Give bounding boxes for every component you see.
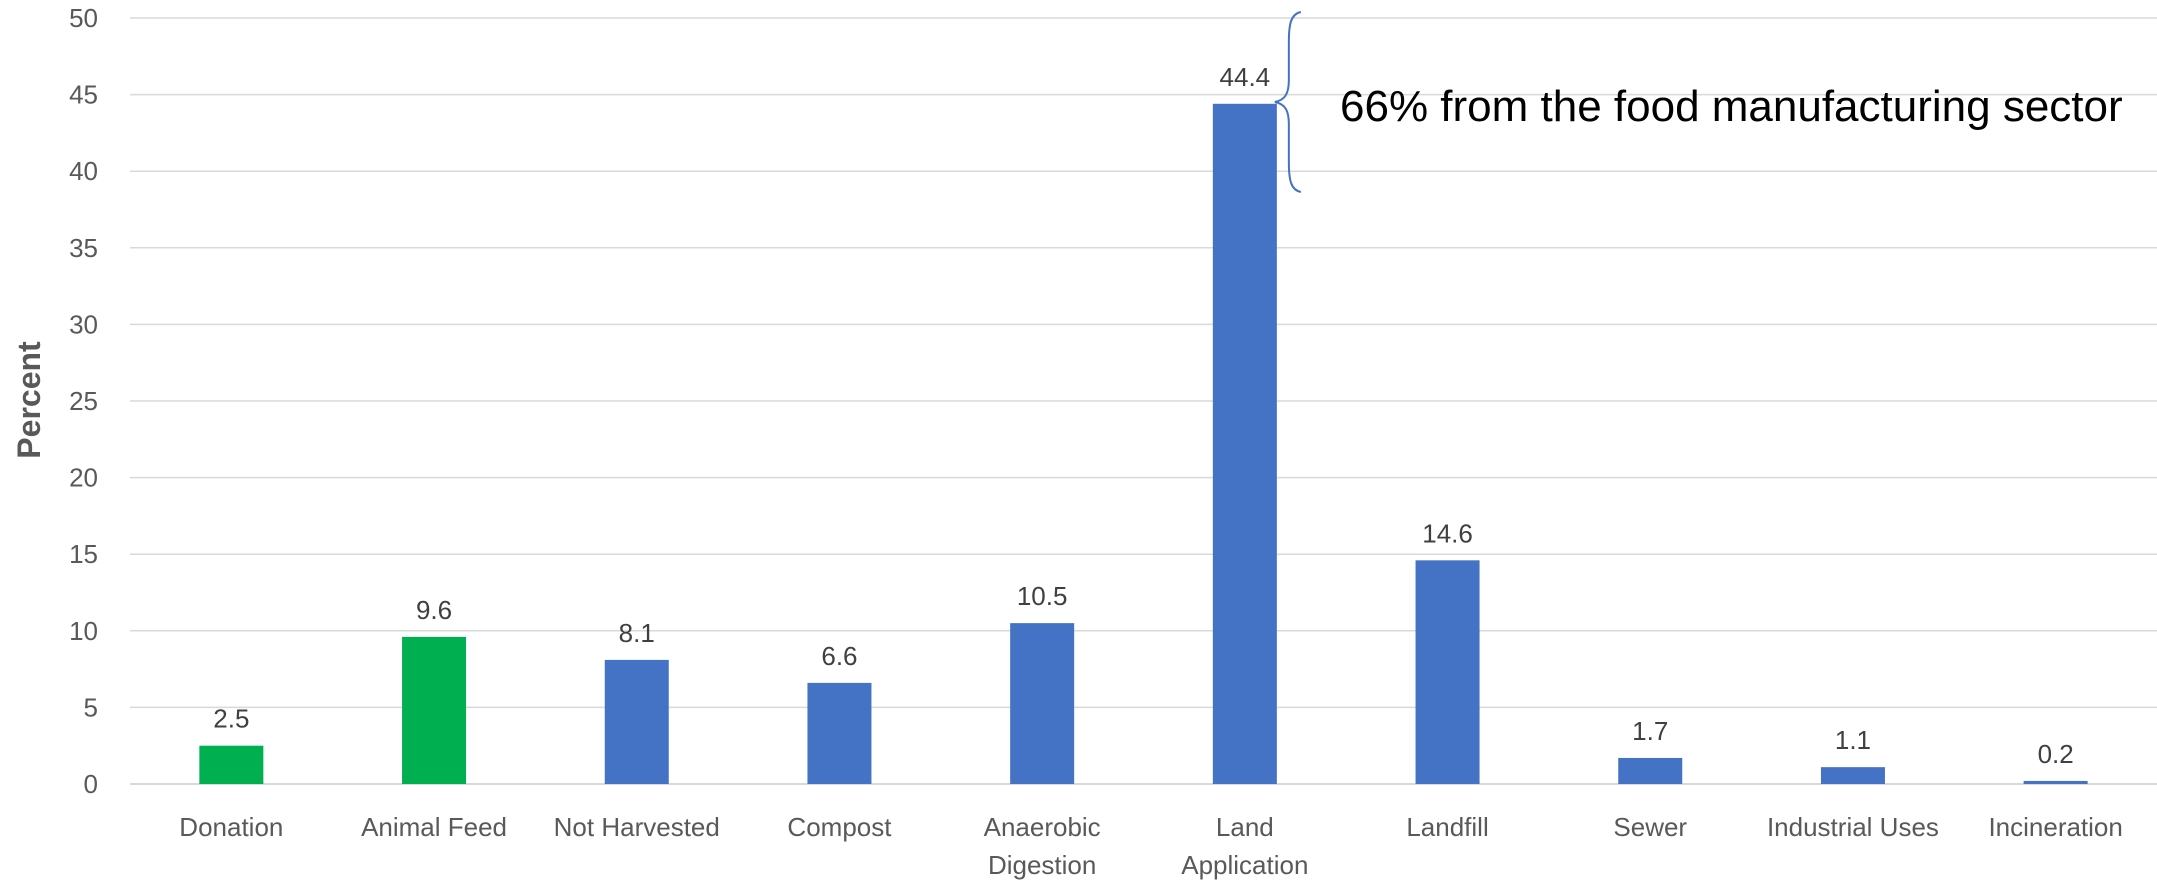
- bars: [199, 103, 2088, 785]
- y-tick-label: 5: [84, 692, 98, 722]
- bar: [402, 636, 467, 784]
- category-label: Not Harvested: [554, 812, 720, 842]
- bar: [2023, 780, 2088, 784]
- data-label: 0.2: [2038, 739, 2074, 769]
- category-label: Landfill: [1406, 812, 1488, 842]
- category-label: Land: [1216, 812, 1274, 842]
- bar: [1618, 757, 1683, 784]
- bar: [199, 745, 264, 784]
- y-axis-label: Percent: [11, 341, 47, 459]
- category-label: Compost: [787, 812, 892, 842]
- category-label: Animal Feed: [361, 812, 507, 842]
- gridlines: [130, 17, 2157, 785]
- y-tick-label: 50: [69, 3, 98, 33]
- data-label: 6.6: [821, 641, 857, 671]
- y-tick-label: 45: [69, 80, 98, 110]
- data-label: 44.4: [1220, 62, 1271, 92]
- bar: [1415, 560, 1480, 784]
- bar: [1820, 767, 1885, 784]
- y-tick-label: 25: [69, 386, 98, 416]
- y-tick-label: 0: [84, 769, 98, 799]
- bar: [807, 682, 872, 784]
- category-label: Application: [1181, 850, 1308, 880]
- data-label: 8.1: [619, 618, 655, 648]
- y-tick-label: 15: [69, 539, 98, 569]
- bar: [1010, 623, 1075, 784]
- category-labels: Donation Animal Feed Not Harvested Compost A…: [179, 812, 2123, 880]
- y-tick-label: 40: [69, 156, 98, 186]
- y-tick-label: 30: [69, 309, 98, 339]
- annotation-text: 66% from the food manufacturing sector: [1340, 82, 2123, 131]
- data-label: 14.6: [1422, 518, 1473, 548]
- bar: [604, 659, 669, 784]
- bar: [1212, 103, 1277, 785]
- data-labels: 2.5 9.6 8.1 6.6 10.5 44.4 14.6 1.7 1.1 0.2: [213, 62, 2073, 769]
- y-axis-ticks: 0 5 10 15 20 25 30 35 40 45 50: [69, 3, 98, 799]
- category-label: Sewer: [1613, 812, 1687, 842]
- y-tick-label: 35: [69, 233, 98, 263]
- y-tick-label: 10: [69, 616, 98, 646]
- annotation-brace: [1274, 11, 1302, 193]
- category-label: Donation: [179, 812, 283, 842]
- data-label: 1.7: [1632, 716, 1668, 746]
- data-label: 2.5: [213, 704, 249, 734]
- category-label: Digestion: [988, 850, 1096, 880]
- category-label: Incineration: [1988, 812, 2122, 842]
- data-label: 9.6: [416, 595, 452, 625]
- category-label: Anaerobic: [984, 812, 1101, 842]
- data-label: 1.1: [1835, 725, 1871, 755]
- category-label: Industrial Uses: [1767, 812, 1939, 842]
- y-tick-label: 20: [69, 463, 98, 493]
- data-label: 10.5: [1017, 581, 1068, 611]
